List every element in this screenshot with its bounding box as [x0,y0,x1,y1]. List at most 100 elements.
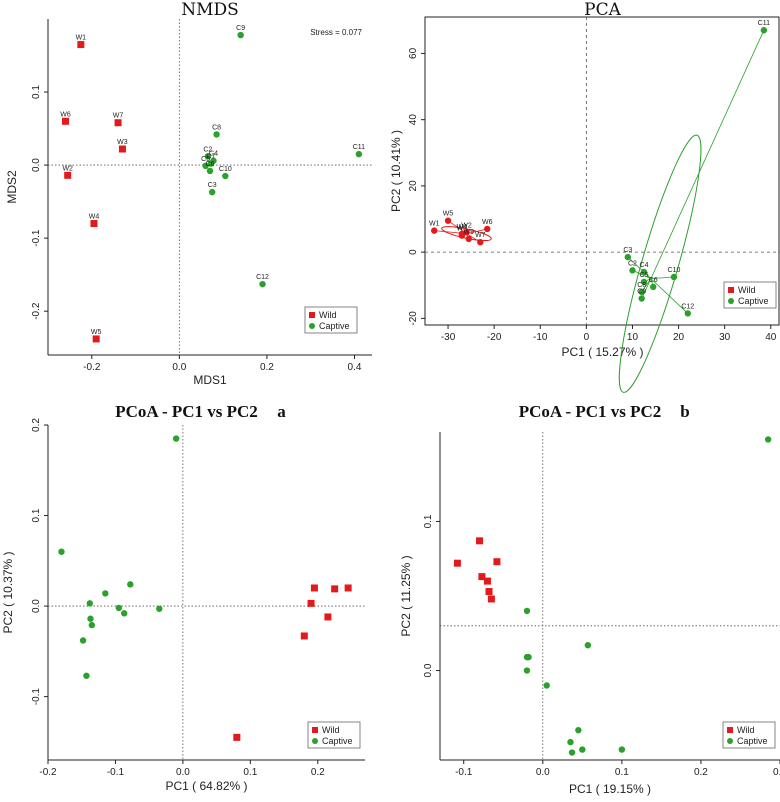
y-tick-label: 0.1 [423,514,434,528]
wild-point [90,220,98,228]
x-tick-label: 0.3 [773,767,780,778]
legend-wild-swatch [312,727,318,733]
point-label: W3 [117,139,128,146]
captive-point [355,150,363,158]
captive-point [88,621,96,629]
captive-spoke [641,278,652,299]
legend-captive-label: Captive [322,736,353,746]
nmds-panel: NMDS -0.2 0.0 0.2 0.4 -0.2 -0.1 0.0 0.1 MDS1 MDS2 S… [5,0,372,387]
wild-ellipse [441,226,492,242]
wild-point [463,229,470,236]
legend-wild-swatch [727,727,733,733]
point-label: C12 [681,303,694,310]
x-tick-label: 0.4 [348,362,362,373]
x-axis-label: MDS1 [193,373,227,387]
captive-ellipse [618,134,702,393]
wild-point [62,117,70,125]
captive-point [575,726,582,734]
captive-point [127,581,134,588]
captive-point [764,436,772,443]
point-label: C4 [640,262,649,269]
y-tick-label: 0.1 [31,508,42,522]
chart-title: PCA [584,0,621,20]
panel-letter: b [680,402,689,421]
captive-point [640,278,648,286]
captive-point [204,153,212,160]
captive-point [629,267,636,274]
captive-point [523,607,531,615]
point-label: W7 [475,232,486,239]
x-tick-label: 0.2 [694,767,708,778]
y-tick-label: 0.0 [31,158,42,172]
x-axis-label: PC1 ( 19.15% ) [569,782,651,796]
point-label: C8 [212,124,221,131]
x-tick-label: 0.1 [243,767,257,778]
y-axis-label: PC2 ( 11.25% ) [399,555,413,636]
captive-point [213,131,220,138]
chart-title: PCoA - PC1 vs PC2 [115,402,258,421]
captive-point [523,667,531,674]
point-label: C6 [649,277,658,284]
pcoa-a-panel: PCoA - PC1 vs PC2 a -0.2 -0.1 0.0 0.1 0.2 -0.1 0… [1,402,365,793]
point-label: C9 [637,289,646,296]
wild-point [324,613,332,621]
captive-point [86,600,94,607]
captive-point [568,749,576,756]
point-label: C2 [203,146,212,153]
point-label: C3 [623,247,632,254]
captive-point [79,637,87,644]
captive-point [567,738,574,746]
legend-wild-swatch [309,312,315,318]
legend-captive-swatch [309,323,315,329]
point-label: W6 [482,219,493,226]
y-tick-label: -0.1 [31,229,42,247]
x-axis-label: PC1 ( 64.82% ) [165,779,247,793]
x-tick-label: -10 [533,332,548,343]
legend-captive-label: Captive [319,321,350,331]
legend-box [307,721,361,749]
captive-point [760,27,768,34]
point-label: C11 [758,20,770,27]
captive-point [640,268,648,276]
chart-title: NMDS [181,0,239,20]
wild-point [344,584,352,592]
wild-point [453,559,461,567]
point-label: W7 [113,113,124,120]
panel-letter: a [277,402,286,421]
legend-wild-label: Wild [738,285,756,295]
point-label: C3 [208,182,217,189]
x-tick-label: 0.2 [311,767,325,778]
wild-point [307,599,315,607]
point-label: C5 [201,156,210,163]
captive-point [207,160,215,167]
captive-point [638,288,645,296]
wild-point [465,235,472,243]
captive-point [121,610,128,617]
legend-wild-label: Wild [322,725,340,735]
point-label: W4 [457,224,468,231]
point-label: C9 [236,25,245,32]
captive-point [83,672,90,679]
stress-annotation: Stress = 0.077 [310,28,362,37]
wild-point [77,41,85,49]
x-axis-label: PC1 ( 15.27% ) [561,345,643,359]
legend-captive-swatch [728,298,734,304]
wild-point [458,232,466,239]
legend-captive-swatch [727,738,733,744]
point-label: C12 [256,274,269,281]
x-tick-label: -30 [441,332,456,343]
x-tick-label: -0.1 [107,767,125,778]
x-tick-label: 30 [719,332,731,343]
legend-captive-label: Captive [738,296,769,306]
captive-point [579,746,586,753]
legend-captive-swatch [312,738,318,744]
legend-wild-label: Wild [737,725,755,735]
captive-spoke [650,278,689,314]
y-axis-label: MDS2 [5,170,19,204]
point-label: C10 [668,267,681,274]
captive-point [525,653,532,661]
captive-point [202,162,209,170]
captive-point [624,253,632,261]
x-tick-label: 0.1 [615,767,629,778]
wild-point [485,588,493,596]
